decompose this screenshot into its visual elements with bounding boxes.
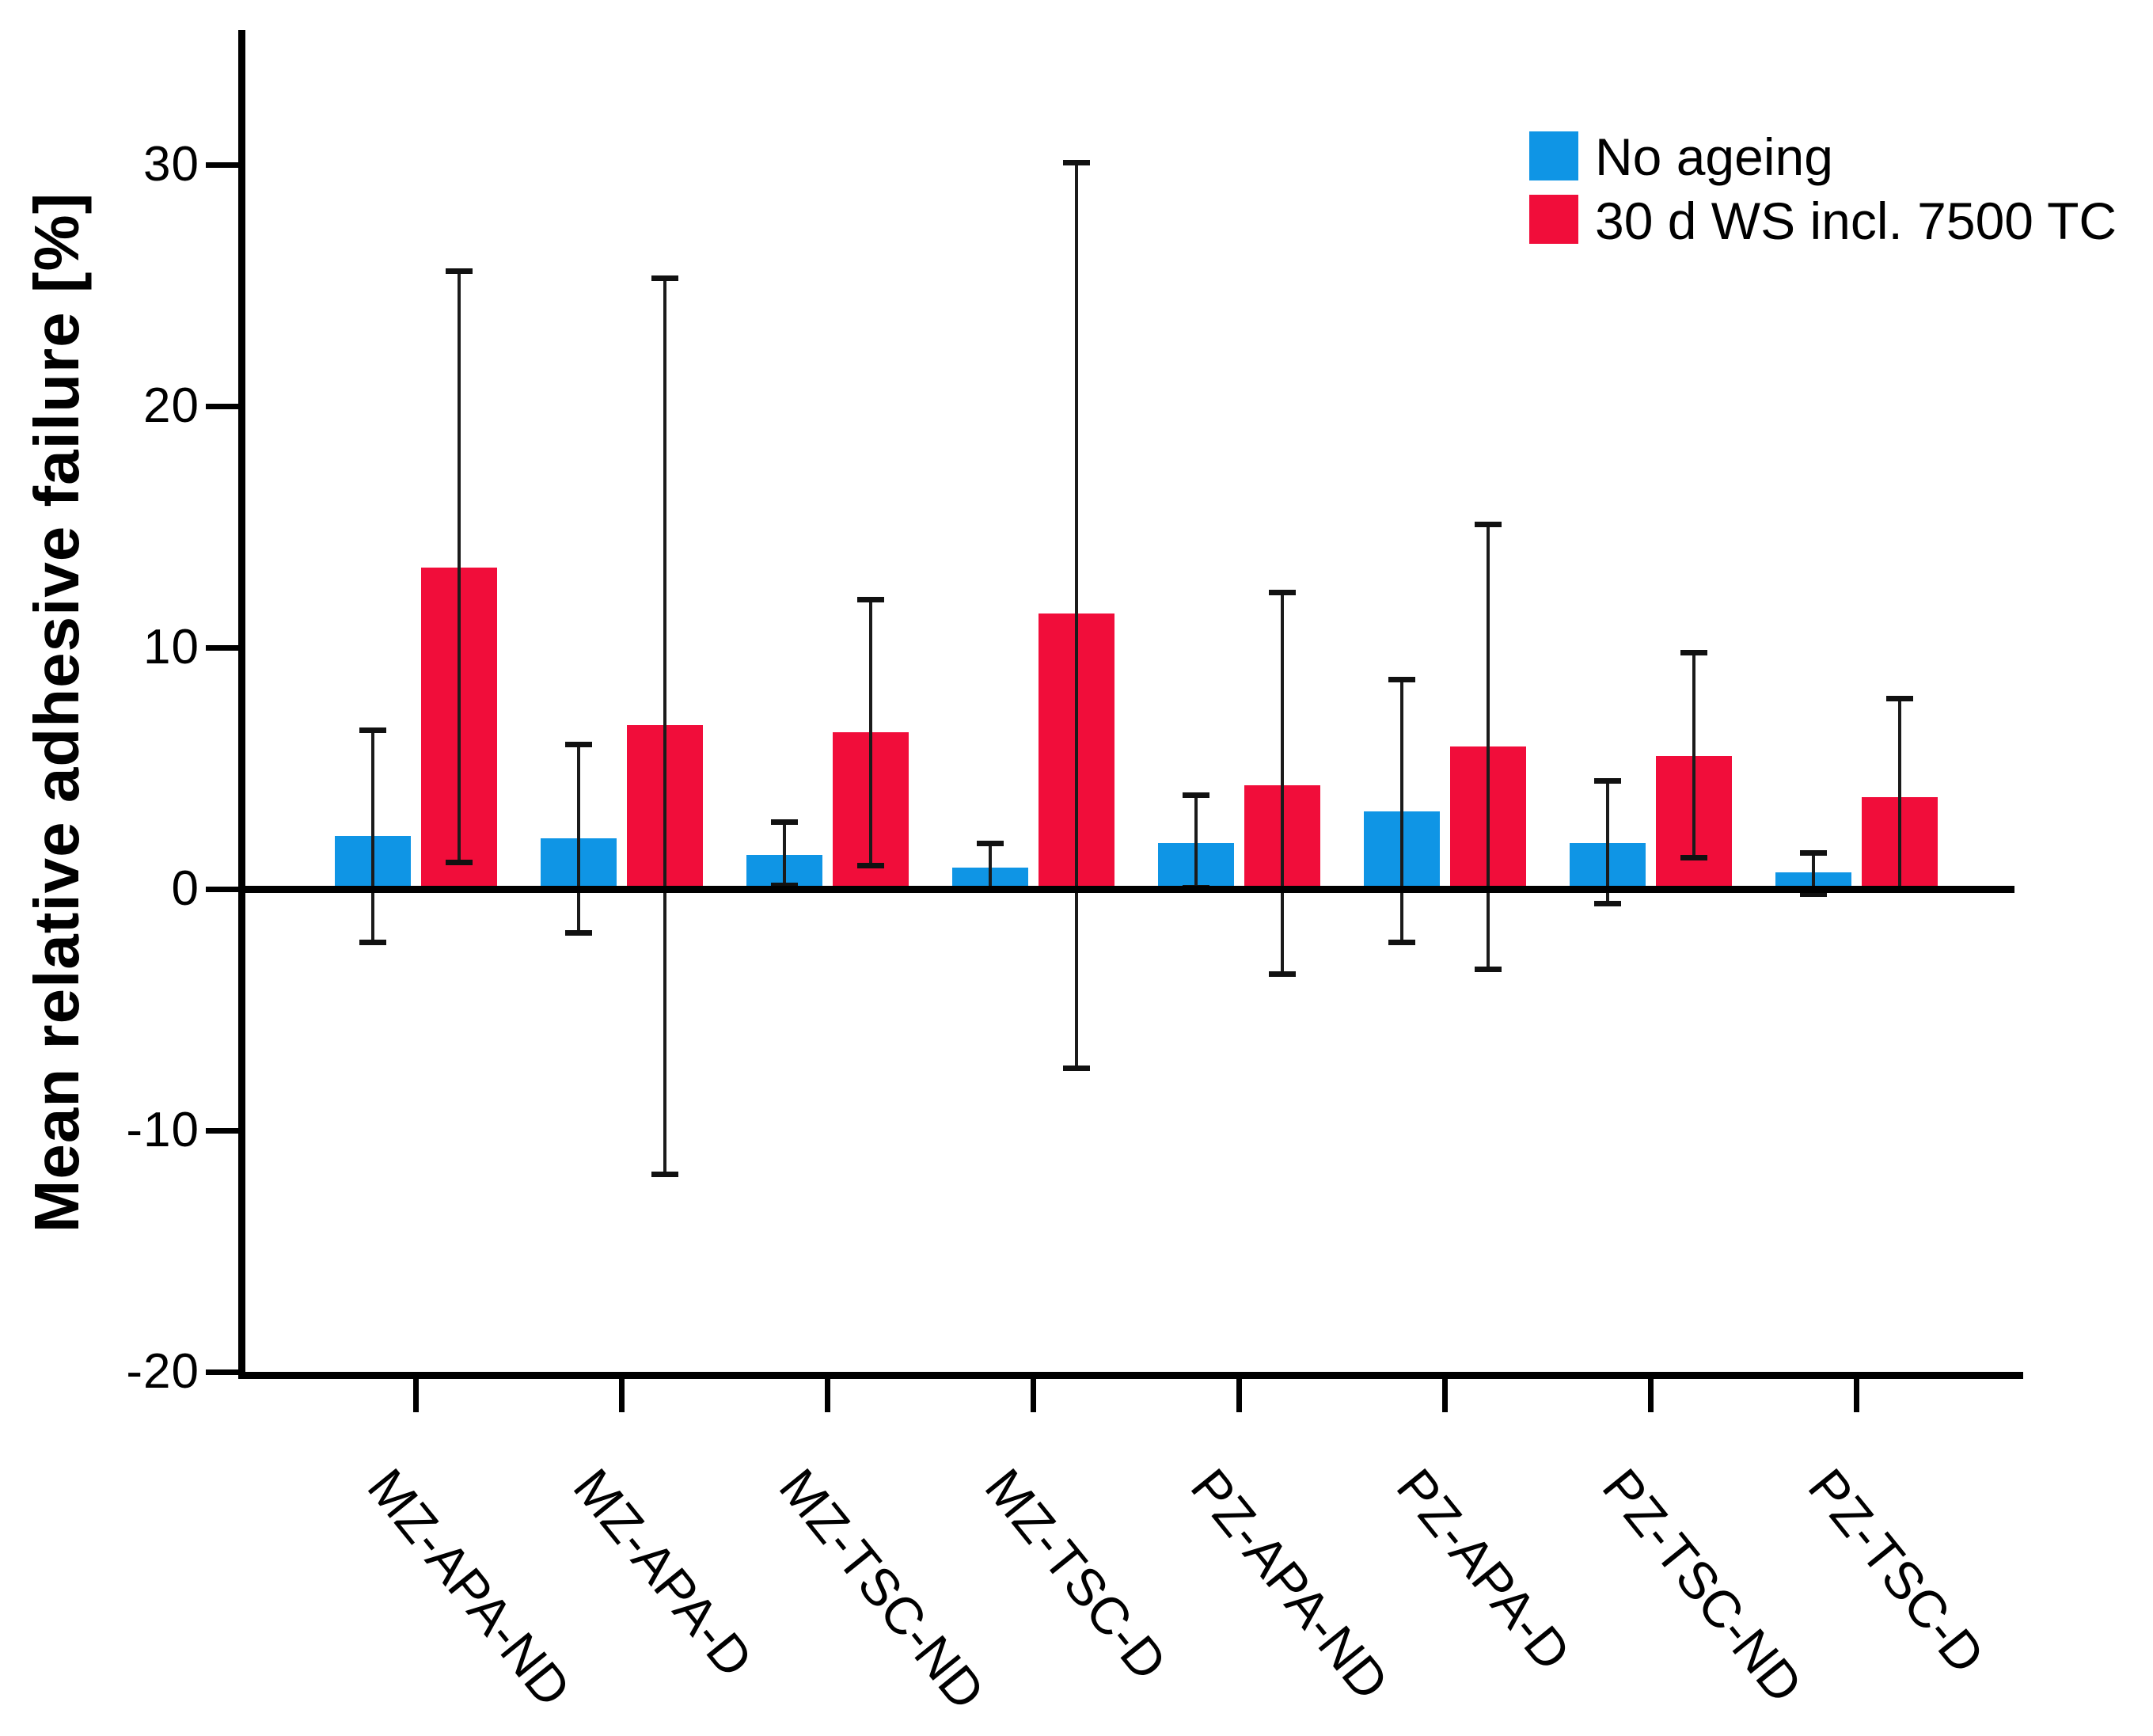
y-axis-title: Mean relative adhesive failure [%] xyxy=(21,192,92,1233)
y-tick-label: -10 xyxy=(126,1103,199,1157)
error-bar-line xyxy=(1400,678,1403,943)
y-tick-mark xyxy=(206,1128,238,1134)
y-tick-label: 0 xyxy=(171,861,199,916)
error-bar-cap-top xyxy=(977,841,1004,847)
error-bar-cap-bottom xyxy=(1063,1065,1090,1071)
x-tick-mark xyxy=(1854,1379,1859,1412)
x-tick-label: PZ-APA-D xyxy=(1385,1457,1582,1681)
error-bar-cap-bottom xyxy=(771,883,798,889)
y-tick-mark xyxy=(206,1369,238,1375)
legend-swatch-no-ageing xyxy=(1529,131,1578,180)
error-bar-cap-bottom xyxy=(1388,940,1415,946)
error-bar-cap-top xyxy=(1063,159,1090,165)
error-bar-line xyxy=(1812,853,1815,895)
y-axis-line xyxy=(238,30,245,1379)
error-bar-cap-bottom xyxy=(651,1171,678,1177)
error-bar-line xyxy=(371,729,374,943)
x-tick-label: MZ-APA-D xyxy=(562,1457,765,1689)
x-tick-mark xyxy=(1236,1379,1242,1412)
x-tick-label: MZ-TSC-D xyxy=(974,1457,1179,1691)
x-tick-label: MZ-TSC-ND xyxy=(768,1457,997,1720)
zero-baseline xyxy=(245,886,2014,893)
legend-label-aged: 30 d WS incl. 7500 TC xyxy=(1595,192,2117,250)
y-tick-label: 10 xyxy=(143,620,199,674)
error-bar-cap-bottom xyxy=(857,862,884,868)
error-bar-cap-top xyxy=(359,727,386,733)
error-bar-cap-top xyxy=(565,742,592,747)
x-tick-mark xyxy=(825,1379,830,1412)
error-bar-line xyxy=(1281,591,1284,974)
y-tick-label: 30 xyxy=(143,137,199,192)
legend-swatch-aged xyxy=(1529,195,1578,244)
x-tick-mark xyxy=(1648,1379,1654,1412)
error-bar-line xyxy=(1692,652,1695,858)
y-tick-label: 20 xyxy=(143,378,199,433)
error-bar-cap-bottom xyxy=(446,860,473,866)
x-axis-line xyxy=(238,1372,2023,1379)
error-bar-cap-top xyxy=(1475,522,1502,528)
error-bar-cap-top xyxy=(1269,589,1296,595)
y-tick-mark xyxy=(206,404,238,409)
error-bar-cap-top xyxy=(651,275,678,282)
error-bar-line xyxy=(1194,795,1198,888)
x-tick-label: MZ-APA-ND xyxy=(356,1457,583,1718)
x-tick-label: PZ-TSC-D xyxy=(1797,1457,1996,1685)
error-bar-cap-bottom xyxy=(359,940,386,946)
error-bar-line xyxy=(1075,161,1078,1068)
error-bar-line xyxy=(989,843,992,889)
error-bar-line xyxy=(577,744,580,933)
x-tick-label: PZ-TSC-ND xyxy=(1591,1457,1814,1714)
error-bar-cap-top xyxy=(771,819,798,825)
error-bar-line xyxy=(663,278,666,1174)
error-bar-cap-bottom xyxy=(1269,971,1296,977)
x-tick-mark xyxy=(1442,1379,1448,1412)
error-bar-cap-bottom xyxy=(1800,891,1827,898)
error-bar-cap-top xyxy=(446,268,473,275)
error-bar-line xyxy=(869,599,872,865)
y-tick-mark xyxy=(206,162,238,168)
error-bar-cap-top xyxy=(1388,676,1415,682)
error-bar-cap-top xyxy=(1886,696,1913,702)
error-bar-cap-top xyxy=(1183,792,1209,799)
y-tick-label: -20 xyxy=(126,1344,199,1399)
error-bar-cap-top xyxy=(1680,650,1707,656)
error-bar-line xyxy=(1606,780,1609,904)
error-bar-line xyxy=(1898,698,1901,889)
x-tick-mark xyxy=(1031,1379,1036,1412)
y-tick-mark xyxy=(206,645,238,651)
error-bar-cap-bottom xyxy=(1680,855,1707,861)
error-bar-line xyxy=(1487,524,1490,969)
error-bar-cap-top xyxy=(1800,850,1827,857)
error-bar-cap-top xyxy=(857,597,884,602)
legend-label-no-ageing: No ageing xyxy=(1595,127,1833,186)
x-tick-label: PZ-APA-ND xyxy=(1179,1457,1400,1711)
error-bar-cap-bottom xyxy=(1594,901,1621,907)
error-bar-cap-bottom xyxy=(565,929,592,936)
x-tick-mark xyxy=(619,1379,625,1412)
error-bar-line xyxy=(783,821,786,886)
x-tick-mark xyxy=(413,1379,419,1412)
error-bar-line xyxy=(458,271,461,863)
error-bar-cap-top xyxy=(1594,777,1621,784)
y-tick-mark xyxy=(206,887,238,892)
error-bar-cap-bottom xyxy=(1475,966,1502,972)
